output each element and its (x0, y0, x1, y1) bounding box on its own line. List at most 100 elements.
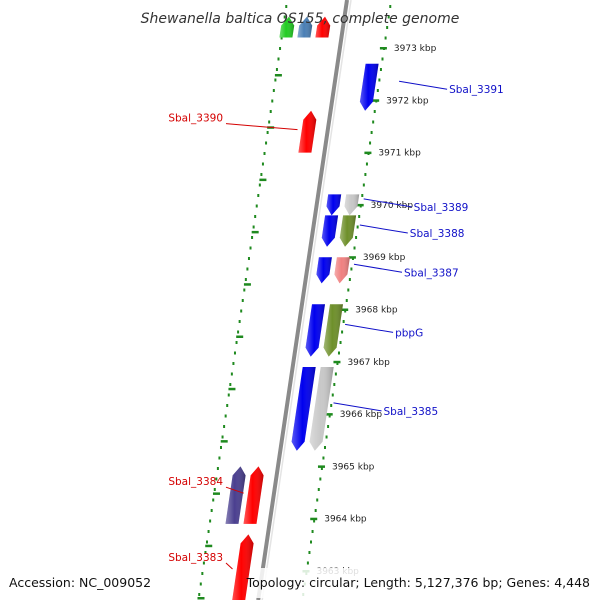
gene-g-3385-gray[interactable] (309, 367, 334, 451)
scale-dot-right (342, 320, 345, 323)
gene-label[interactable]: Sbal_3388 (410, 228, 465, 240)
gene-label[interactable]: Sbal_3385 (383, 406, 438, 418)
scale-dot-left (199, 582, 202, 586)
gene-g-3384-purple[interactable] (225, 466, 246, 524)
scale-dot-left (207, 530, 210, 533)
kbp-tick-label: 3966 kbp (340, 410, 383, 420)
scale-dot-right (314, 509, 317, 512)
kbp-tick-label: 3970 kbp (371, 201, 414, 211)
scale-dot-right (381, 57, 384, 61)
kbp-tick-label: 3971 kbp (378, 149, 421, 159)
scale-dot-left (209, 519, 212, 523)
scale-dot-right (373, 110, 376, 113)
kbp-tick-mark (310, 517, 318, 521)
kbp-tick-label: 3968 kbp (355, 306, 398, 316)
scale-dot-left (201, 572, 204, 575)
gene-arrow-shading (316, 257, 332, 284)
gene-arrow-shading (232, 534, 254, 600)
scale-dot-right (317, 488, 320, 491)
scale-dot-left (269, 110, 272, 113)
scale-dot-right (378, 78, 381, 82)
label-leader (333, 402, 382, 412)
gene-g-3389-gray[interactable] (344, 194, 360, 216)
kbp-tick-label: 3965 kbp (332, 462, 375, 472)
scale-dot-right (320, 467, 323, 470)
scale-dot-left (258, 183, 261, 187)
gene-g-top-steel[interactable] (297, 16, 313, 38)
gene-Sbal_3389[interactable] (326, 194, 342, 216)
scale-dot-left (265, 141, 268, 145)
scale-dot-right (356, 225, 359, 229)
scale-dot-right (341, 330, 344, 334)
scale-dot-left (233, 351, 236, 355)
scale-dot-right (386, 26, 389, 29)
scale-dot-right (302, 593, 305, 596)
scale-dot-right (334, 372, 337, 376)
gene-g-3387-pink[interactable] (334, 257, 350, 284)
scale-dot-left (247, 257, 250, 260)
minor-tick-mark (251, 230, 259, 234)
scale-dot-left (223, 425, 226, 428)
gene-arrow-shading (359, 63, 379, 111)
gene-arrow-shading (339, 215, 357, 247)
scale-dot-right (372, 120, 375, 124)
gene-arrow-shading (344, 194, 360, 216)
gene-g-pbpG-olive[interactable] (323, 304, 343, 357)
scale-dot-right (303, 582, 306, 586)
gene-Sbal_3383[interactable] (231, 534, 254, 600)
scale-dot-left (227, 393, 230, 397)
gene-label[interactable]: Sbal_3387 (404, 267, 459, 279)
gene-label[interactable]: pbpG (395, 327, 423, 339)
gene-label[interactable]: Sbal_3384 (168, 476, 223, 488)
scale-dot-right (311, 530, 314, 533)
scale-dot-left (277, 57, 280, 61)
gene-g-top-red[interactable] (315, 16, 331, 38)
kbp-tick-mark (348, 256, 356, 259)
gene-Sbal_3387[interactable] (316, 257, 332, 284)
gene-Sbal_3385[interactable] (291, 367, 316, 451)
kbp-tick-label: 3967 kbp (347, 358, 390, 368)
gene-arrow-shading (305, 304, 325, 357)
scale-dot-right (328, 414, 331, 418)
scale-dot-right (323, 446, 326, 449)
gene-arrow-shading (225, 466, 246, 524)
gene-label[interactable]: Sbal_3390 (168, 113, 223, 125)
gene-Sbal_3388[interactable] (321, 215, 339, 247)
kbp-tick-mark (356, 203, 364, 207)
kbp-tick-label: 3964 kbp (324, 515, 367, 525)
scale-dot-right (376, 89, 379, 92)
scale-dot-left (272, 89, 275, 92)
minor-tick-mark (236, 335, 244, 338)
gene-pbpG[interactable] (305, 304, 325, 357)
scale-dot-left (255, 204, 258, 208)
scale-dot-left (240, 309, 243, 313)
minor-tick-mark (220, 440, 228, 443)
map-title: Shewanella baltica OS155, complete genom… (141, 11, 460, 27)
scale-dot-left (212, 498, 215, 502)
scale-dot-right (364, 173, 367, 176)
gene-Sbal_3384[interactable] (243, 466, 264, 524)
scale-dot-left (229, 383, 232, 386)
kbp-tick-mark (325, 413, 333, 416)
scale-dot-right (350, 267, 353, 271)
gene-Sbal_3390[interactable] (298, 110, 317, 153)
scale-dot-right (337, 351, 340, 355)
gene-label[interactable]: Sbal_3389 (414, 202, 469, 214)
gene-Sbal_3391[interactable] (359, 63, 379, 111)
gene-g-top-green[interactable] (279, 16, 295, 38)
label-leader (225, 486, 244, 494)
scale-dot-right (365, 162, 368, 166)
kbp-tick-mark (341, 308, 349, 311)
scale-dot-left (238, 320, 241, 323)
gene-label[interactable]: Sbal_3391 (449, 84, 504, 96)
scale-dot-left (237, 330, 240, 334)
gene-arrow-shading (323, 304, 343, 357)
gene-g-3388-olive[interactable] (339, 215, 357, 247)
scale-dot-left (251, 236, 254, 239)
scale-dot-left (202, 561, 205, 565)
scale-dot-right (379, 68, 382, 71)
scale-dot-left (215, 477, 218, 481)
backbone-highlight (261, 0, 352, 600)
gene-arrow-shading (326, 194, 342, 216)
gene-label[interactable]: Sbal_3383 (168, 552, 223, 564)
